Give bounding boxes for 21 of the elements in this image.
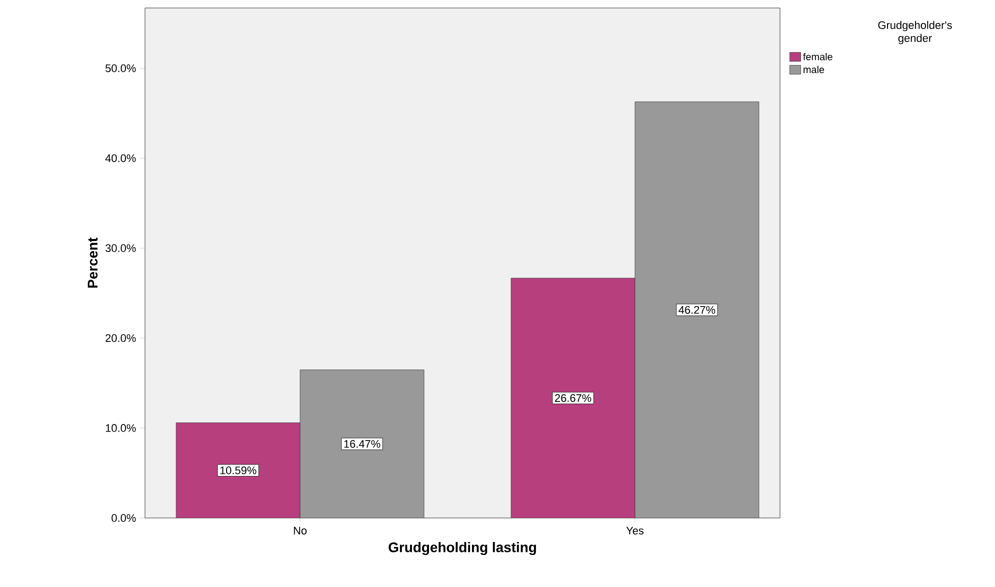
data-label: 26.67% — [554, 394, 592, 402]
y-tick-label: 50.0% — [106, 64, 136, 72]
y-axis-title: Percent — [88, 238, 98, 288]
y-tick-label: 0.0% — [112, 514, 136, 522]
y-tick-label: 10.0% — [106, 424, 136, 432]
y-tick-label: 30.0% — [106, 244, 136, 252]
bar — [176, 422, 300, 518]
legend-label: male — [804, 66, 824, 74]
data-label: 46.27% — [678, 306, 716, 314]
legend-label: female — [803, 52, 832, 60]
x-tick-label: No — [294, 526, 307, 534]
data-label: 16.47% — [344, 440, 380, 448]
data-label: 10.59% — [220, 466, 256, 474]
y-tick-label: 20.0% — [106, 334, 136, 342]
legend-title: Grudgeholder's gender — [878, 20, 952, 44]
x-tick-label: Yes — [626, 526, 644, 534]
bar — [300, 370, 424, 518]
bar — [634, 102, 760, 518]
x-axis-title: Grudgeholding lasting — [388, 542, 536, 556]
bar — [510, 278, 636, 518]
y-tick-label: 40.0% — [105, 154, 136, 162]
